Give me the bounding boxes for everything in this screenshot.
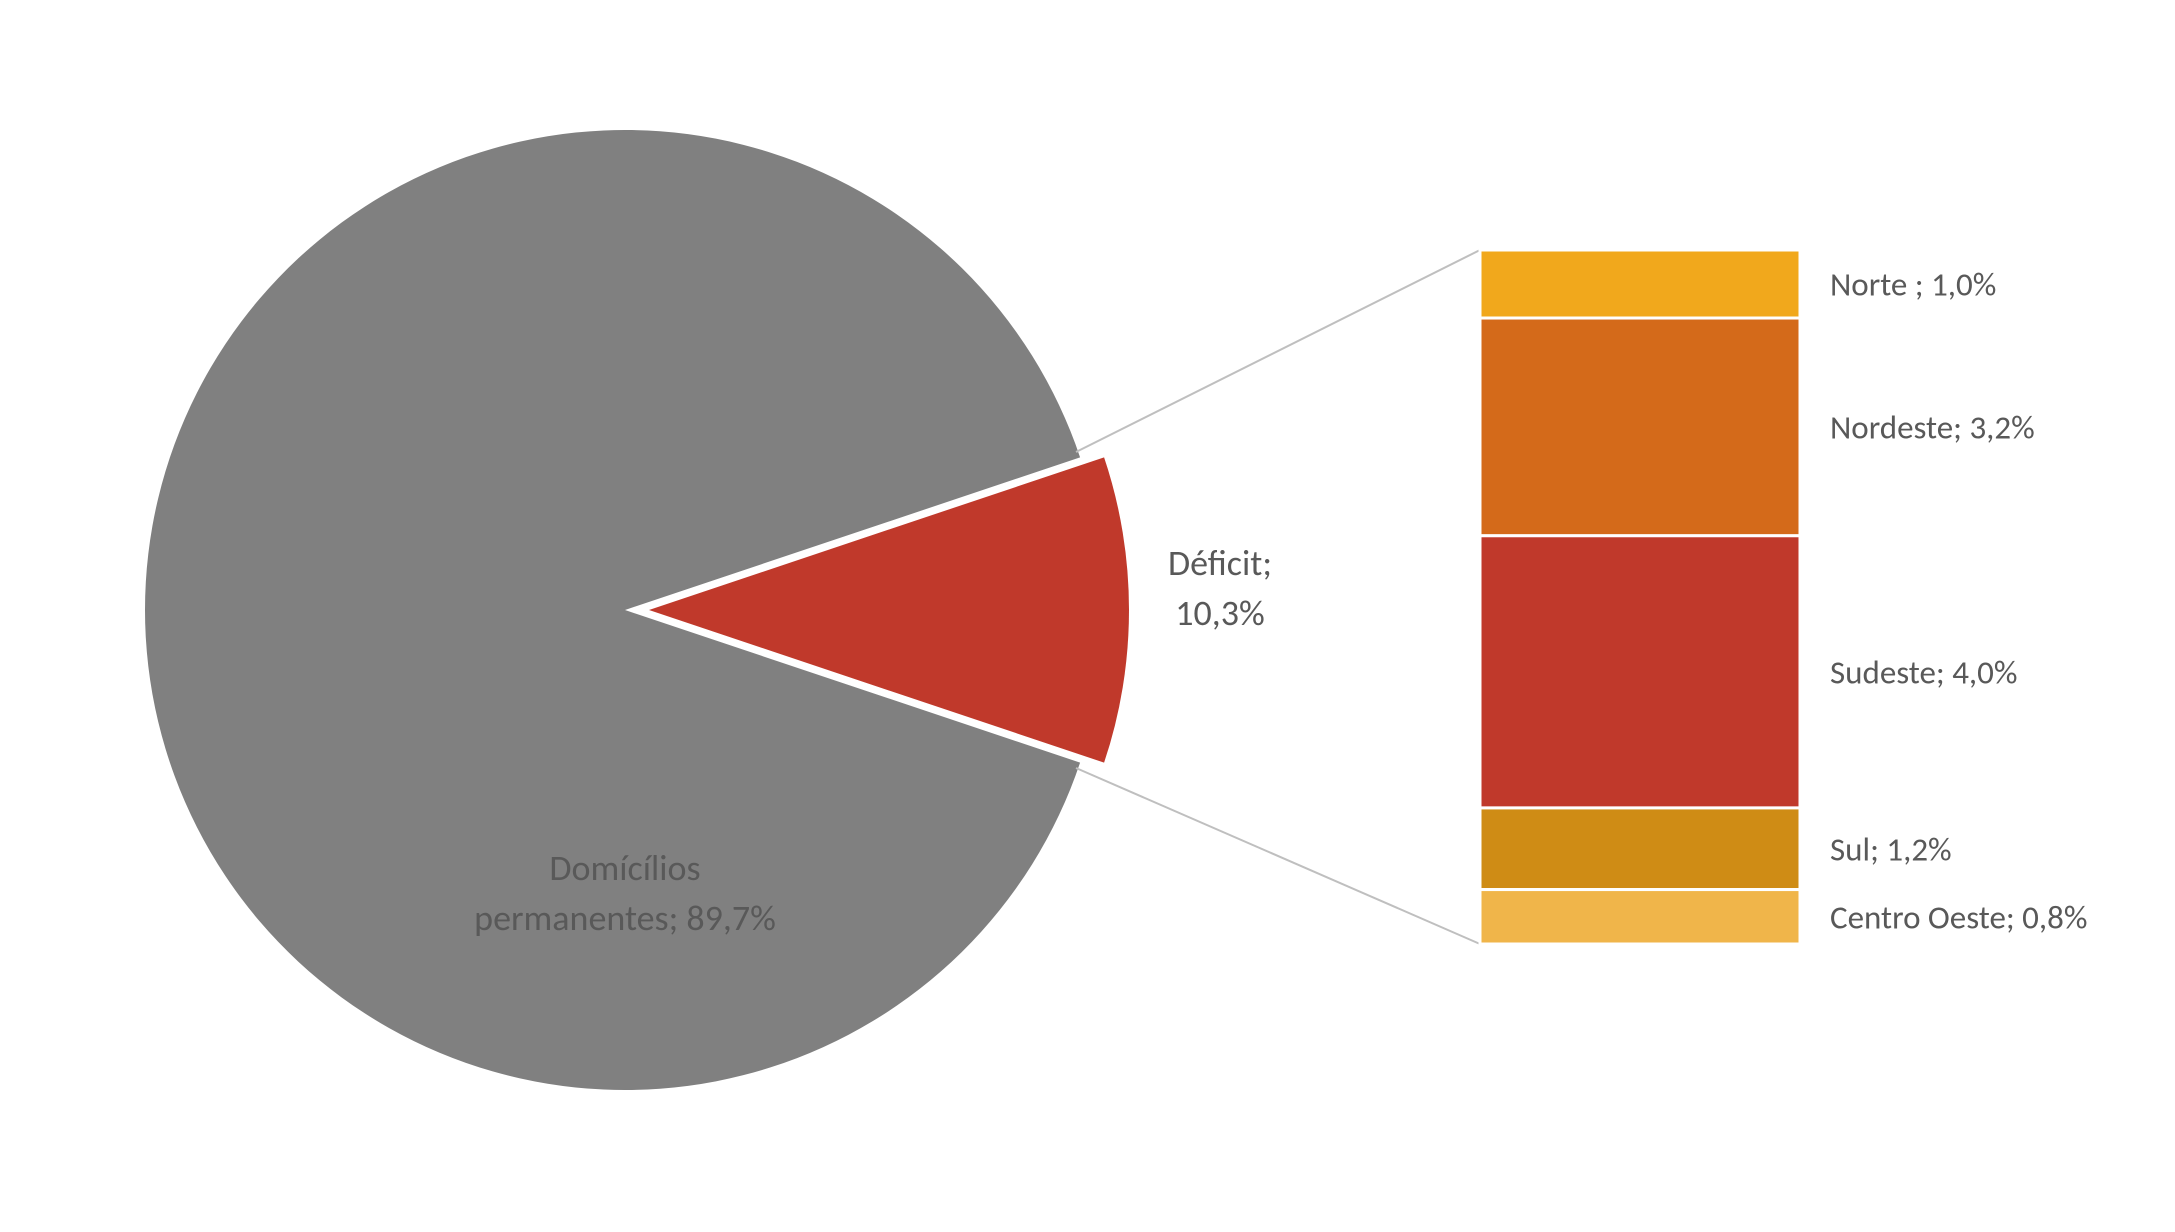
pie-label-deficit-l2: 10,3%: [1175, 591, 1264, 635]
bar-segment-sudeste: [1480, 536, 1800, 808]
pie-label-domicilios-permanentes-l2: permanentes; 89,7%: [474, 896, 776, 940]
bar-label-norte: Norte ; 1,0%: [1830, 265, 1996, 305]
bar-label-sul: Sul; 1,2%: [1830, 829, 1952, 869]
bar-of-pie-chart: Domícílios permanentes; 89,7% Déficit; 10,3…: [0, 0, 2175, 1232]
pie-label-deficit-l1: Déficit;: [1168, 541, 1272, 585]
bar-label-nordeste: Nordeste; 3,2%: [1830, 407, 2035, 447]
pie-label-domicilios-permanentes-l1: Domícílios: [549, 846, 700, 890]
bar-segment-centro-oeste: [1480, 890, 1800, 944]
bar-label-sudeste: Sudeste; 4,0%: [1830, 652, 2017, 692]
bar-segment-sul: [1480, 808, 1800, 890]
bar-segment-nordeste: [1480, 318, 1800, 536]
bar-label-centro-oeste: Centro Oeste; 0,8%: [1830, 897, 2087, 937]
bar-segment-norte: [1480, 250, 1800, 318]
